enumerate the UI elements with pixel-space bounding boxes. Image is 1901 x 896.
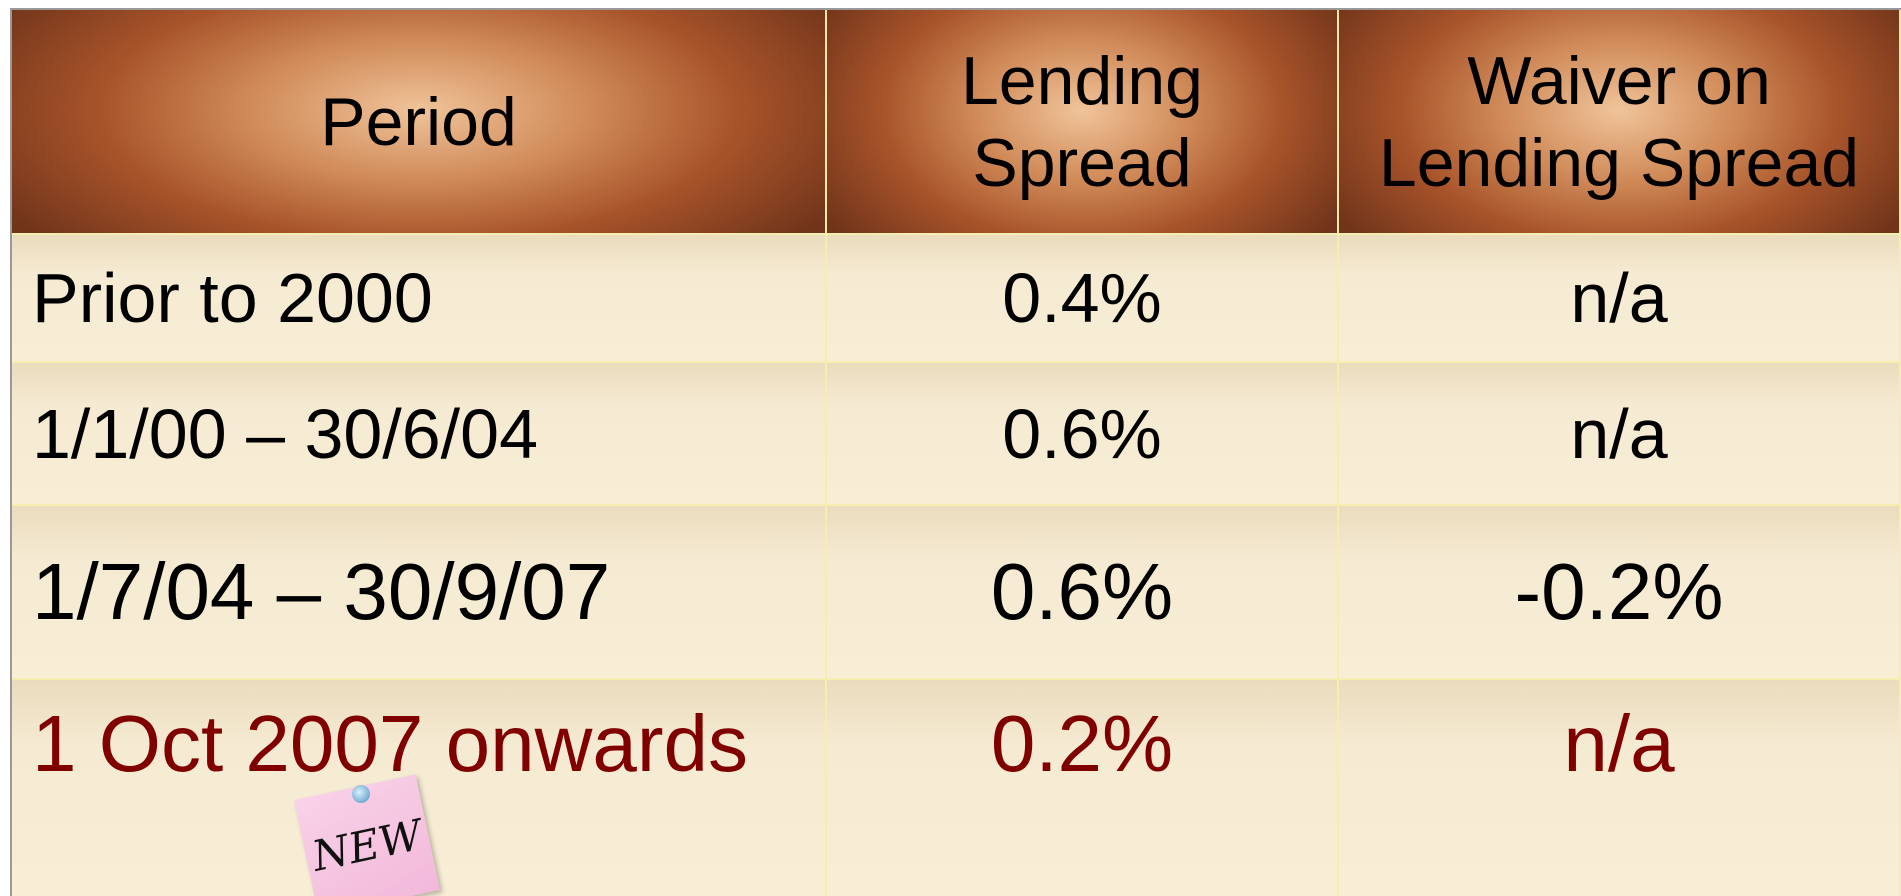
table-cell: 1/7/04 – 30/9/07 <box>12 504 827 678</box>
table-frame <box>10 8 1901 896</box>
table-cell: n/a <box>1339 361 1901 504</box>
header-text: Lending <box>960 42 1204 119</box>
header-cell: Lending Spread <box>827 10 1339 233</box>
header-text: Period <box>320 83 517 160</box>
header-text: Waiver on <box>1467 42 1771 119</box>
header-text: Lending Spread <box>1378 124 1860 201</box>
table-cell: n/a <box>1339 233 1901 361</box>
header-cell: Waiver on Lending Spread <box>1339 10 1901 233</box>
table-cell: Prior to 2000 <box>12 233 827 361</box>
table-cell: 0.2% <box>827 678 1339 896</box>
pin <box>352 785 370 803</box>
table-cell: 0.4% <box>827 233 1339 361</box>
table-cell: 0.6% <box>827 504 1339 678</box>
table-cell: 0.6% <box>827 361 1339 504</box>
table-cell: -0.2% <box>1339 504 1901 678</box>
table-cell: n/a <box>1339 678 1901 896</box>
header-cell: Period <box>12 10 827 233</box>
table-cell: 1/1/00 – 30/6/04 <box>12 361 827 504</box>
header-text: Spread <box>972 124 1192 201</box>
